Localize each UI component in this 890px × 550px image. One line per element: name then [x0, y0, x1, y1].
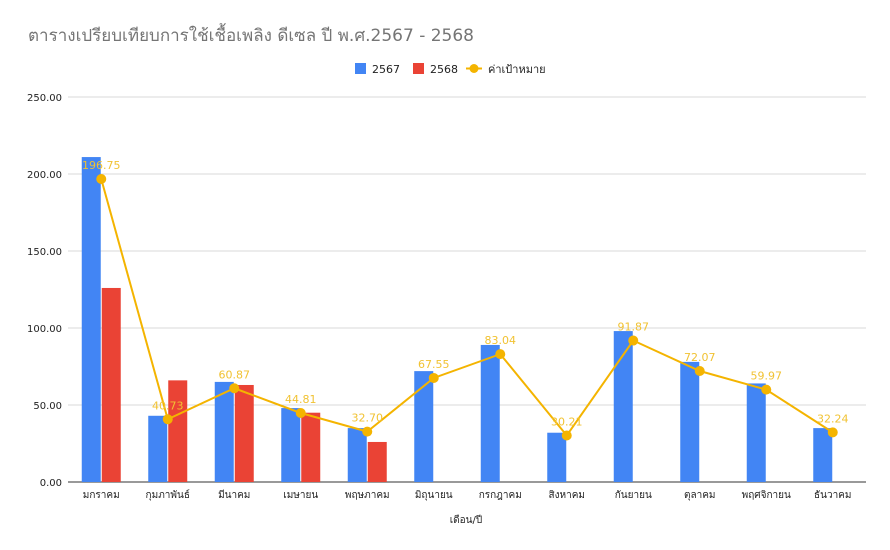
target-data-label: 40.73 — [152, 399, 184, 412]
target-point-4 — [295, 407, 306, 418]
target-point-8 — [561, 430, 572, 441]
legend-swatch-2567 — [355, 63, 366, 74]
target-data-label: 44.81 — [285, 393, 317, 406]
x-tick-label: ตุลาคม — [684, 490, 716, 501]
legend: 2567 2568 ค่าเป้าหมาย — [355, 63, 546, 76]
target-point-12 — [827, 427, 838, 438]
bar-2567-12 — [813, 428, 833, 482]
bar-2568-1 — [101, 287, 121, 482]
target-data-label: 59.97 — [751, 370, 783, 383]
y-tick-label: 50.00 — [33, 401, 62, 412]
x-tick-label: พฤษภาคม — [345, 490, 390, 501]
x-tick-label: กรกฎาคม — [479, 490, 522, 501]
bar-2567-1 — [81, 157, 101, 482]
x-tick-label: มกราคม — [83, 490, 120, 501]
target-point-9 — [628, 335, 639, 346]
bar-2567-6 — [414, 371, 434, 482]
target-point-1 — [96, 174, 107, 185]
bar-2567-4 — [281, 408, 301, 482]
legend-label-target: ค่าเป้าหมาย — [488, 63, 546, 76]
x-axis-ticks: มกราคม กุมภาพันธ์ มีนาคม เมษายน พฤษภาคม มิถุน… — [83, 489, 852, 501]
bar-2567-10 — [680, 361, 700, 482]
target-point-11 — [761, 384, 772, 395]
x-tick-label: เมษายน — [283, 490, 318, 501]
target-data-label: 60.87 — [219, 368, 251, 381]
x-tick-label: สิงหาคม — [549, 490, 585, 501]
y-tick-label: 250.00 — [27, 93, 62, 104]
legend-label-2567: 2567 — [372, 63, 400, 76]
legend-marker-target — [469, 64, 479, 73]
target-data-label: 196.75 — [82, 159, 121, 172]
bar-2568-5 — [367, 441, 387, 482]
target-data-label: 32.24 — [817, 412, 849, 425]
target-point-5 — [362, 426, 373, 437]
target-data-label: 72.07 — [684, 351, 716, 364]
y-tick-label: 100.00 — [27, 324, 62, 335]
bar-2567-11 — [746, 383, 766, 482]
target-point-7 — [495, 349, 506, 360]
bar-2568-3 — [234, 384, 254, 482]
x-tick-label: มิถุนายน — [415, 490, 453, 501]
x-tick-label: มีนาคม — [218, 489, 250, 501]
bar-2567-8 — [547, 432, 567, 482]
target-point-2 — [162, 414, 173, 425]
x-tick-label: พฤศจิกายน — [742, 490, 791, 501]
bar-2568-2 — [168, 380, 188, 482]
target-line-path — [100, 178, 834, 438]
bar-2567-7 — [480, 344, 500, 482]
x-axis-title: เดือน/ปี — [450, 514, 482, 526]
bar-2567-3 — [214, 381, 234, 482]
y-axis-ticks: 0.00 50.00 100.00 150.00 200.00 250.00 — [27, 93, 62, 489]
bar-2567-2 — [148, 415, 168, 482]
x-tick-label: ธันวาคม — [814, 490, 851, 501]
bars — [81, 157, 833, 482]
target-data-label: 91.87 — [618, 321, 650, 334]
target-point-6 — [428, 372, 439, 383]
target-data-label: 67.55 — [418, 358, 450, 371]
y-tick-label: 150.00 — [27, 247, 62, 258]
chart-title: ตารางเปรียบเทียบการใช้เชื้อเพลิง ดีเซล ป… — [28, 23, 474, 46]
bar-2567-5 — [347, 428, 367, 482]
target-point-10 — [694, 366, 705, 377]
x-tick-label: กุมภาพันธ์ — [146, 489, 190, 501]
target-point-3 — [229, 383, 240, 394]
bar-2567-9 — [613, 331, 633, 482]
target-line: 196.75 40.73 60.87 44.81 32.70 67.55 83.04 30.2… — [82, 159, 849, 441]
target-data-label: 30.21 — [551, 415, 583, 428]
target-data-label: 83.04 — [485, 334, 517, 347]
x-tick-label: กันยายน — [615, 490, 652, 501]
y-tick-label: 0.00 — [40, 478, 62, 489]
bar-2568-4 — [301, 412, 321, 482]
legend-label-2568: 2568 — [430, 63, 458, 76]
target-data-label: 32.70 — [352, 412, 384, 425]
y-tick-label: 200.00 — [27, 170, 62, 181]
legend-swatch-2568 — [413, 63, 424, 74]
gridlines — [68, 96, 866, 483]
